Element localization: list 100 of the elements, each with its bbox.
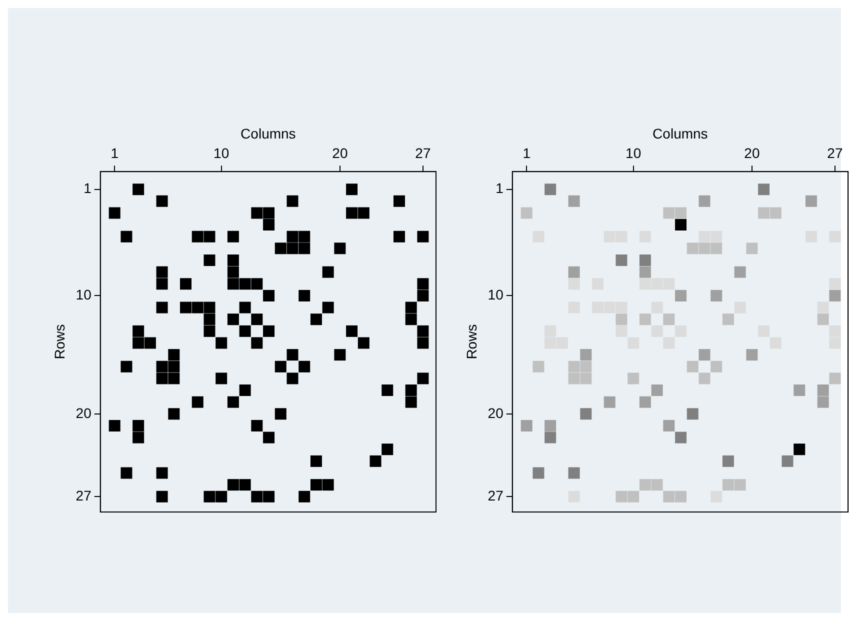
point: [580, 408, 592, 420]
point: [616, 254, 628, 266]
y-tick-label: 27: [76, 487, 92, 504]
point: [532, 360, 544, 372]
point: [568, 467, 580, 479]
point: [544, 432, 556, 444]
point: [568, 360, 580, 372]
point: [722, 455, 734, 467]
point: [616, 314, 628, 326]
point: [663, 207, 675, 219]
point: [651, 302, 663, 314]
point: [734, 479, 746, 491]
point: [663, 278, 675, 290]
x-tick-label: 20: [744, 145, 760, 162]
point: [604, 302, 616, 314]
point: [710, 290, 722, 302]
point: [746, 242, 758, 254]
x-tick-label: 1: [110, 145, 119, 162]
point: [829, 230, 841, 242]
point: [520, 207, 532, 219]
point: [675, 207, 687, 219]
point: [616, 325, 628, 337]
y-axis-title: Rows: [51, 324, 68, 360]
point: [675, 490, 687, 502]
x-tick-label: 1: [522, 145, 531, 162]
point: [758, 207, 770, 219]
point: [616, 302, 628, 314]
y-axis-title: Rows: [463, 324, 480, 360]
point: [722, 479, 734, 491]
point: [580, 360, 592, 372]
point: [639, 254, 651, 266]
point: [544, 184, 556, 196]
point: [628, 372, 640, 384]
y-tick-label: 20: [76, 404, 92, 421]
x-tick-label: 27: [415, 145, 431, 162]
point: [698, 195, 710, 207]
point: [568, 266, 580, 278]
point: [829, 337, 841, 349]
point: [817, 302, 829, 314]
point: [639, 278, 651, 290]
point: [794, 444, 806, 456]
x-tick-label: 20: [332, 145, 348, 162]
point: [734, 266, 746, 278]
point: [829, 290, 841, 302]
point: [817, 314, 829, 326]
point: [794, 384, 806, 396]
point: [651, 325, 663, 337]
point: [746, 349, 758, 361]
point: [698, 349, 710, 361]
point: [686, 360, 698, 372]
point: [722, 314, 734, 326]
point: [663, 314, 675, 326]
point: [710, 490, 722, 502]
point: [829, 325, 841, 337]
point: [568, 278, 580, 290]
point: [639, 266, 651, 278]
point: [520, 420, 532, 432]
point: [639, 479, 651, 491]
point: [675, 290, 687, 302]
point: [710, 360, 722, 372]
point: [675, 432, 687, 444]
y-tick-label: 1: [496, 180, 504, 196]
point: [698, 372, 710, 384]
point: [698, 242, 710, 254]
point: [675, 219, 687, 231]
point: [580, 349, 592, 361]
y-tick-label: 10: [488, 286, 504, 303]
point: [829, 278, 841, 290]
point: [663, 490, 675, 502]
x-axis-title: Columns: [652, 125, 708, 142]
point: [651, 479, 663, 491]
point: [698, 230, 710, 242]
y-tick-label: 10: [76, 286, 92, 303]
point: [758, 184, 770, 196]
point: [639, 396, 651, 408]
point: [817, 396, 829, 408]
point: [639, 314, 651, 326]
point: [734, 302, 746, 314]
point: [651, 278, 663, 290]
point: [686, 242, 698, 254]
point: [710, 230, 722, 242]
point: [710, 242, 722, 254]
point: [782, 455, 794, 467]
x-tick-label: 10: [214, 145, 230, 162]
y-tick-label: 20: [488, 404, 504, 421]
point: [675, 325, 687, 337]
point: [544, 420, 556, 432]
point: [686, 408, 698, 420]
point: [817, 384, 829, 396]
point: [770, 207, 782, 219]
point: [829, 372, 841, 384]
point: [604, 396, 616, 408]
point: [532, 467, 544, 479]
x-tick-label: 10: [626, 145, 642, 162]
x-axis-title: Columns: [240, 125, 296, 142]
x-tick-label: 27: [827, 145, 843, 162]
point: [616, 490, 628, 502]
point: [568, 372, 580, 384]
point: [651, 384, 663, 396]
point: [580, 372, 592, 384]
